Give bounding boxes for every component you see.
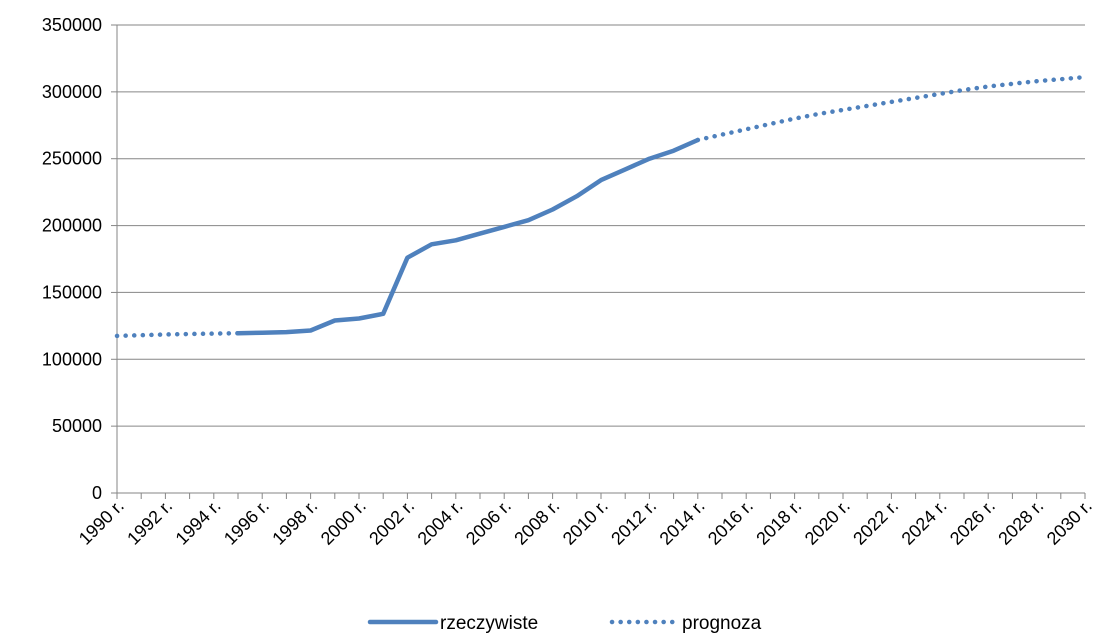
y-tick-label: 300000 xyxy=(42,82,102,102)
y-tick-label: 50000 xyxy=(52,416,102,436)
y-tick-label: 250000 xyxy=(42,149,102,169)
x-tick-label: 2026 r. xyxy=(946,496,999,549)
gridlines xyxy=(117,24,1085,427)
y-tick-label: 150000 xyxy=(42,282,102,302)
x-tick-label: 1996 r. xyxy=(220,496,273,549)
legend-label-prognoza: prognoza xyxy=(682,613,762,634)
x-tick-label: 2000 r. xyxy=(317,496,370,549)
series-lines xyxy=(114,74,1088,339)
y-tick-label: 200000 xyxy=(42,216,102,236)
y-tick-label: 100000 xyxy=(42,349,102,369)
x-tick-label: 2016 r. xyxy=(704,496,757,549)
x-tick-label: 2012 r. xyxy=(607,496,660,549)
x-tick-label: 2006 r. xyxy=(462,496,515,549)
x-tick-label: 1998 r. xyxy=(268,496,321,549)
series-line-prognoza xyxy=(695,74,1088,143)
x-tick-label: 2030 r. xyxy=(1043,496,1096,549)
x-tick-label: 1992 r. xyxy=(123,496,176,549)
legend-label-rzeczywiste: rzeczywiste xyxy=(440,613,538,634)
legend: rzeczywiste prognoza xyxy=(367,613,762,634)
x-tick-label: 2024 r. xyxy=(898,496,951,549)
x-tick-label: 2014 r. xyxy=(656,496,709,549)
series-line-prognoza xyxy=(114,330,241,339)
x-tick-label: 2022 r. xyxy=(849,496,902,549)
x-tick-label: 2004 r. xyxy=(414,496,467,549)
x-tick-label: 2002 r. xyxy=(365,496,418,549)
y-tick-label: 0 xyxy=(92,483,102,503)
y-tick-label: 350000 xyxy=(42,15,102,35)
axes: 0 50000 100000 150000 200000 250000 300000 3500… xyxy=(42,15,1096,549)
x-tick-label: 2008 r. xyxy=(510,496,563,549)
x-tick-label: 2018 r. xyxy=(752,496,805,549)
x-tick-label: 2020 r. xyxy=(801,496,854,549)
series-line-rzeczywiste xyxy=(235,137,701,336)
x-tick-label: 1994 r. xyxy=(172,496,225,549)
x-tick-label: 2028 r. xyxy=(994,496,1047,549)
x-tick-label: 2010 r. xyxy=(559,496,612,549)
x-tick-label: 1990 r. xyxy=(75,496,128,549)
